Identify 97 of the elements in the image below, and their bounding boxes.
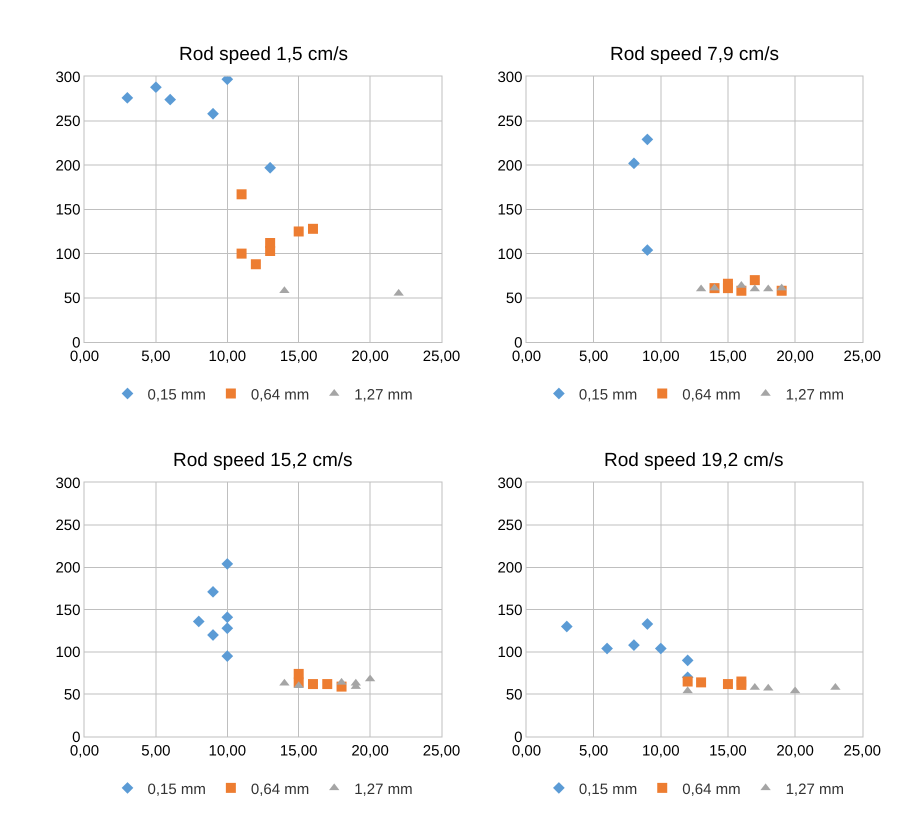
x-tick-label: 15,00 [709,348,747,366]
y-tick-label: 150 [497,602,522,619]
chart-title: Rod speed 19,2 cm/s [604,450,784,471]
y-tick-label: 50 [64,290,80,308]
point [642,244,654,256]
y-tick-label: 250 [55,113,80,130]
legend-label: 0,64 mm [682,386,741,404]
point [221,622,234,634]
legend-label: 1,27 mm [354,386,413,404]
point [682,654,694,666]
y-tick-label: 50 [506,686,522,704]
y-tick-label: 300 [497,474,522,492]
x-tick-label: 15,00 [280,348,318,366]
point [121,92,134,104]
point [192,616,205,628]
y-tick-label: 100 [497,644,522,662]
y-tick-label: 250 [497,113,522,130]
legend-label: 1,27 mm [354,780,413,798]
x-tick-label: 20,00 [351,348,389,366]
point [682,676,693,687]
y-tick-label: 300 [497,68,522,86]
x-tick-label: 15,00 [709,742,747,760]
point [750,275,760,286]
point [221,558,234,570]
point [736,680,746,690]
point [560,620,573,632]
legend-label: 0,15 mm [148,386,206,404]
legend-label: 1,27 mm [786,780,844,798]
y-tick-label: 100 [55,644,80,662]
x-tick-label: 5,00 [141,348,170,366]
point [264,162,276,174]
y-tick-label: 50 [64,686,80,704]
point [207,108,219,120]
y-tick-label: 100 [497,246,522,263]
point [654,642,667,654]
x-tick-label: 5,00 [579,742,608,760]
point [763,684,774,691]
y-tick-label: 150 [55,202,80,219]
x-tick-label: 25,00 [422,348,460,366]
x-tick-label: 5,00 [141,742,170,760]
point [642,134,654,146]
point [308,679,318,690]
x-tick-label: 25,00 [843,742,882,760]
point [308,224,318,234]
y-tick-label: 250 [497,517,522,534]
point [221,650,234,662]
y-tick-label: 250 [55,517,80,534]
x-tick-label: 25,00 [422,742,460,760]
x-tick-label: 15,00 [280,742,318,760]
point [236,248,247,259]
y-tick-label: 150 [55,602,80,619]
chart-title: Rod speed 1,5 cm/s [179,44,348,65]
legend-label: 0,64 mm [250,386,310,404]
x-tick-label: 10,00 [642,742,680,760]
point [601,642,613,654]
point [294,681,304,688]
x-tick-label: 10,00 [208,348,246,366]
point [221,611,234,624]
legend-label: 1,27 mm [786,386,844,404]
x-tick-label: 20,00 [351,742,389,760]
x-tick-label: 20,00 [776,742,814,760]
point [250,259,261,270]
point [207,586,219,598]
point [322,679,332,690]
y-tick-label: 200 [55,157,80,174]
y-tick-label: 300 [55,474,80,492]
point [722,679,733,690]
y-tick-label: 100 [55,246,80,263]
y-tick-label: 50 [506,290,522,308]
x-tick-label: 5,00 [579,348,608,366]
point [207,629,219,641]
point [628,639,640,651]
y-tick-label: 300 [55,68,80,86]
point [628,157,640,170]
x-tick-label: 25,00 [843,348,882,366]
point [236,189,247,200]
chart-title: Rod speed 7,9 cm/s [610,44,779,65]
x-tick-label: 10,00 [208,742,246,760]
chart-title: Rod speed 15,2 cm/s [173,450,353,471]
y-tick-label: 200 [55,560,80,577]
point [696,677,706,688]
point [642,618,654,630]
point [164,94,176,106]
legend-label: 0,15 mm [578,386,638,404]
legend-label: 0,64 mm [682,780,741,798]
legend-label: 0,15 mm [578,780,638,798]
x-tick-label: 10,00 [642,348,680,366]
point [265,246,276,256]
legend-label: 0,64 mm [250,780,310,798]
y-tick-label: 200 [497,157,522,174]
y-tick-label: 150 [497,202,522,219]
point [150,81,162,94]
point [722,283,733,294]
x-tick-label: 20,00 [776,348,814,366]
y-tick-label: 200 [497,560,522,577]
point [294,226,304,236]
legend-label: 0,15 mm [148,780,206,798]
